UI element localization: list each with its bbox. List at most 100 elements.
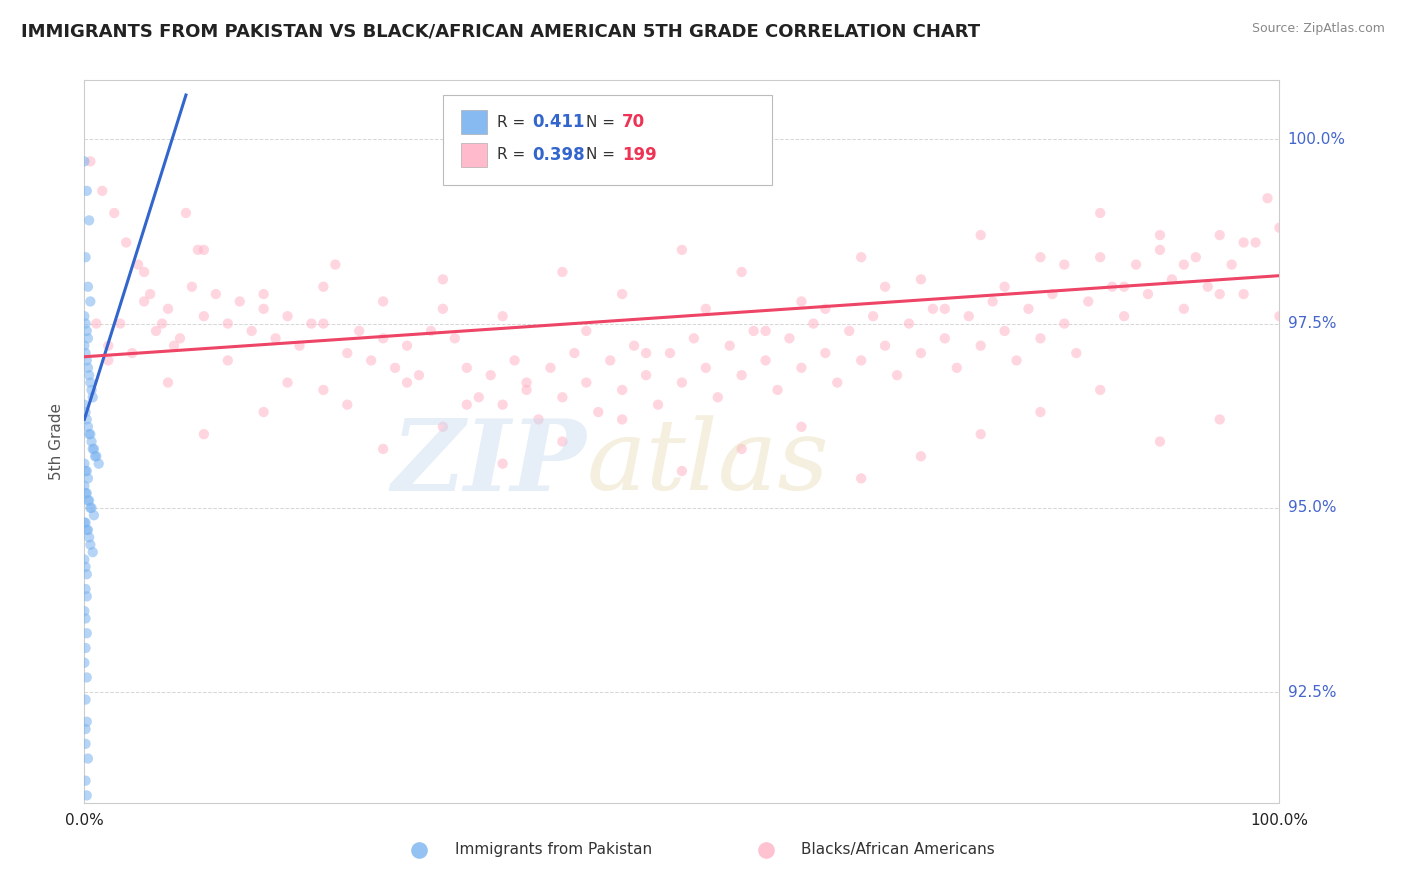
- Point: [1042, 287, 1064, 301]
- Point: [1197, 279, 1219, 293]
- Text: 0.411: 0.411: [533, 113, 585, 131]
- Point: [75, 516, 97, 530]
- Point: [193, 309, 215, 323]
- Point: [1173, 258, 1195, 272]
- Point: [575, 376, 598, 390]
- Point: [516, 376, 538, 390]
- Point: [1161, 272, 1184, 286]
- Point: [910, 450, 932, 464]
- Point: [1233, 287, 1256, 301]
- Point: [349, 324, 371, 338]
- Point: [76, 353, 98, 368]
- Point: [76, 832, 98, 847]
- Point: [86, 450, 108, 464]
- Point: [456, 398, 478, 412]
- Point: [373, 294, 395, 309]
- Point: [75, 611, 97, 625]
- Point: [84, 450, 107, 464]
- Point: [73, 479, 96, 493]
- Point: [97, 353, 120, 368]
- Point: [83, 508, 105, 523]
- FancyBboxPatch shape: [443, 95, 772, 185]
- Point: [396, 339, 419, 353]
- Point: [73, 656, 96, 670]
- Point: [946, 360, 969, 375]
- Point: [886, 368, 908, 383]
- Point: [75, 317, 97, 331]
- Point: [1149, 434, 1171, 449]
- Point: [312, 317, 335, 331]
- Point: [862, 309, 884, 323]
- Point: [1029, 405, 1052, 419]
- Point: [77, 493, 100, 508]
- Point: [1268, 220, 1291, 235]
- Point: [683, 331, 706, 345]
- Text: 97.5%: 97.5%: [1288, 316, 1336, 331]
- Point: [79, 294, 101, 309]
- Point: [981, 294, 1004, 309]
- Point: [695, 301, 717, 316]
- Point: [277, 309, 299, 323]
- Point: [76, 670, 98, 684]
- Point: [492, 457, 515, 471]
- Point: [790, 360, 813, 375]
- Point: [75, 582, 97, 596]
- Point: [181, 279, 204, 293]
- Point: [139, 287, 162, 301]
- Point: [612, 287, 634, 301]
- Point: [75, 722, 97, 736]
- Point: [540, 360, 562, 375]
- Text: 95.0%: 95.0%: [1288, 500, 1336, 516]
- Point: [970, 228, 993, 243]
- Point: [75, 346, 97, 360]
- Point: [1173, 301, 1195, 316]
- Point: [766, 383, 789, 397]
- Point: [479, 368, 502, 383]
- Point: [75, 464, 97, 478]
- Point: [1209, 412, 1232, 426]
- Point: [127, 258, 149, 272]
- Point: [73, 309, 96, 323]
- Point: [336, 346, 359, 360]
- Point: [934, 301, 956, 316]
- Point: [77, 427, 100, 442]
- Point: [76, 464, 98, 478]
- Point: [75, 640, 97, 655]
- Point: [994, 324, 1017, 338]
- Point: [75, 737, 97, 751]
- Text: 199: 199: [623, 145, 657, 164]
- Point: [551, 265, 574, 279]
- Point: [838, 324, 860, 338]
- Point: [77, 279, 100, 293]
- Point: [551, 390, 574, 404]
- Point: [1209, 228, 1232, 243]
- Text: 0.398: 0.398: [533, 145, 585, 164]
- Point: [253, 301, 276, 316]
- Point: [671, 376, 693, 390]
- Point: [599, 353, 621, 368]
- Point: [253, 405, 276, 419]
- Point: [503, 353, 526, 368]
- Text: 100.0%: 100.0%: [1288, 132, 1346, 147]
- Point: [623, 339, 645, 353]
- Text: R =: R =: [496, 147, 530, 162]
- Point: [77, 751, 100, 765]
- Point: [1137, 287, 1160, 301]
- Point: [575, 324, 598, 338]
- Point: [1018, 301, 1040, 316]
- Point: [432, 301, 454, 316]
- Point: [87, 457, 110, 471]
- Point: [527, 412, 550, 426]
- Point: [360, 353, 382, 368]
- Point: [145, 324, 167, 338]
- Point: [80, 434, 103, 449]
- Point: [83, 442, 105, 456]
- Point: [731, 368, 754, 383]
- Point: [432, 272, 454, 286]
- Point: [157, 376, 180, 390]
- Point: [1005, 353, 1028, 368]
- Point: [827, 376, 849, 390]
- Point: [1209, 287, 1232, 301]
- Point: [80, 383, 103, 397]
- Point: [73, 516, 96, 530]
